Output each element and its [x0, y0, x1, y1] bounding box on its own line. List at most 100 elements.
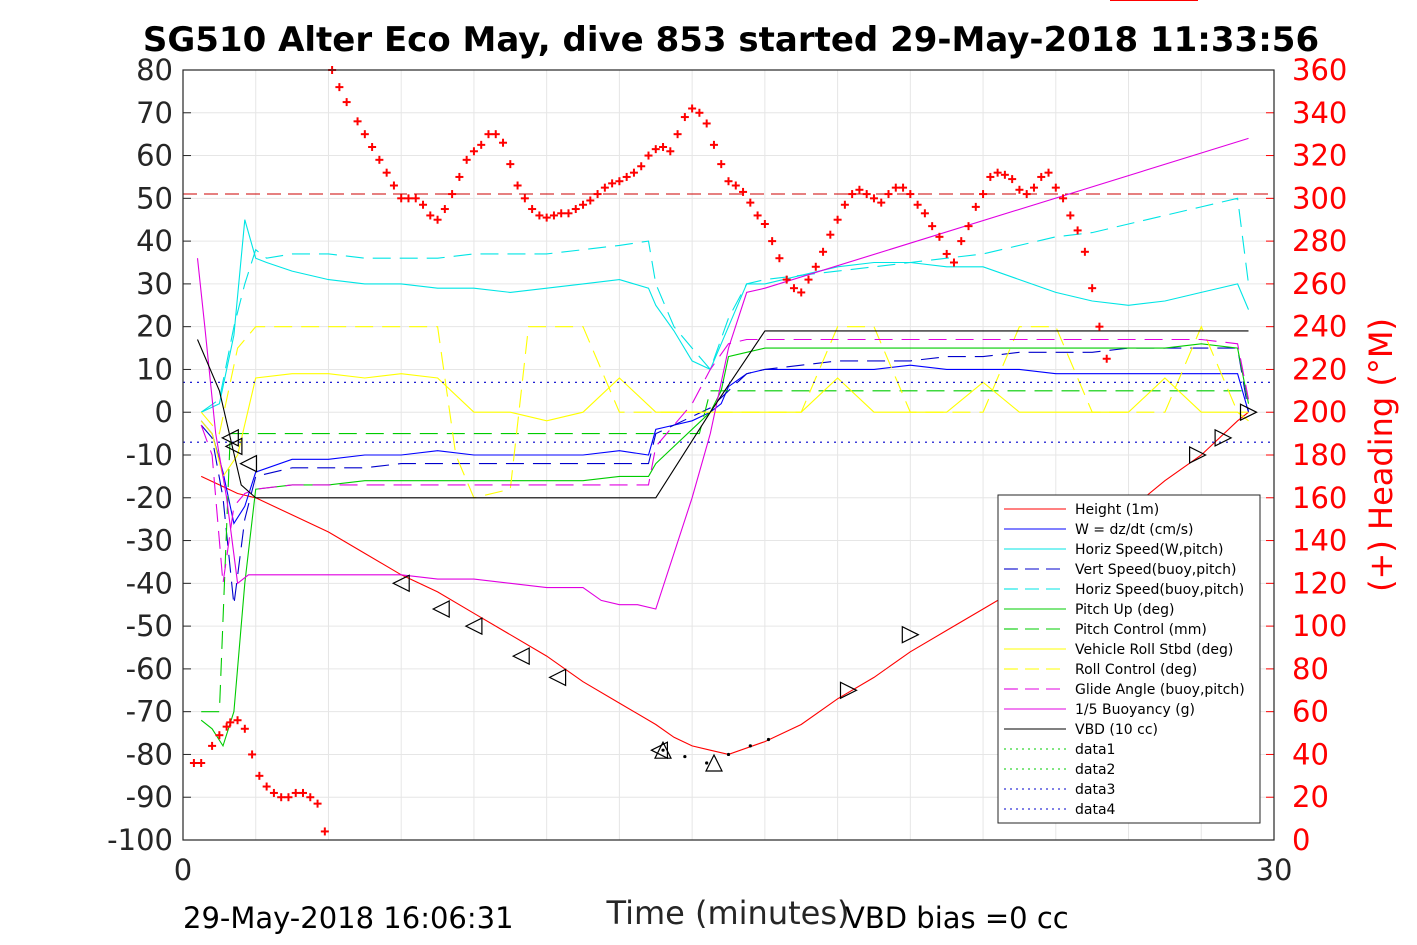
heading-point	[637, 162, 646, 171]
heading-point	[342, 98, 351, 107]
depth-marker	[1214, 428, 1233, 447]
heading-point	[935, 232, 944, 241]
heading-point	[593, 190, 602, 199]
x-axis-label: Time (minutes)	[606, 894, 850, 932]
heading-point	[695, 108, 704, 117]
heading-point	[760, 220, 769, 228]
heading-point	[320, 827, 329, 836]
heading-point	[811, 262, 820, 271]
heading-point	[891, 183, 900, 192]
tick-label-right: 340	[1292, 96, 1347, 130]
legend: Height (1m) W = dz/dt (cm/s) Horiz Speed(W…	[997, 494, 1261, 824]
x-axis: 0 30	[174, 853, 1293, 887]
heading-point	[608, 179, 617, 188]
heading-point	[389, 181, 398, 190]
heading-point	[615, 177, 624, 186]
heading-point	[957, 237, 966, 246]
depth-marker	[464, 617, 483, 636]
heading-point	[586, 196, 595, 205]
heading-point	[397, 194, 406, 203]
series-line-3	[200, 347, 1250, 605]
heading-point	[306, 793, 315, 802]
heading-point	[753, 211, 762, 220]
heading-point	[353, 117, 362, 126]
heading-point	[284, 793, 293, 802]
depth-marker	[654, 740, 672, 759]
tick-label-right: 60	[1292, 695, 1329, 729]
tick-label-left: 80	[136, 53, 173, 87]
heading-point	[673, 130, 682, 139]
footer-timestamp: 29-May-2018 16:06:31	[183, 901, 514, 935]
heading-point	[542, 213, 551, 222]
heading-point	[262, 782, 271, 791]
tick-label-right: 0	[1292, 823, 1310, 857]
heading-point	[360, 130, 369, 139]
heading-point	[448, 190, 457, 199]
heading-point	[869, 194, 878, 203]
tick-label-right: 120	[1292, 566, 1347, 600]
heading-point	[382, 168, 391, 177]
heading-point	[629, 168, 638, 177]
depth-dot	[748, 744, 752, 748]
heading-point	[469, 147, 478, 156]
series-line-1	[200, 364, 1250, 525]
heading-point	[964, 222, 973, 231]
heading-point	[404, 194, 413, 203]
heading-point	[269, 788, 278, 797]
heading-point	[1066, 211, 1075, 220]
heading-point	[535, 211, 544, 220]
heading-point	[659, 143, 668, 151]
axes-box	[182, 69, 1275, 841]
heading-point	[335, 83, 344, 92]
heading-point	[277, 793, 286, 802]
tick-label-right: 160	[1292, 481, 1347, 515]
heading-point	[862, 190, 871, 199]
heading-point	[775, 254, 784, 263]
heading-point	[979, 190, 988, 199]
tick-label-left: -70	[126, 695, 173, 729]
heading-point	[462, 155, 471, 164]
heading-point	[248, 750, 257, 759]
tick-label-left: -60	[126, 652, 173, 686]
heading-point	[1015, 185, 1024, 194]
depth-marker	[239, 454, 258, 473]
tick-label-left: -40	[126, 566, 173, 600]
heading-point	[855, 185, 864, 194]
tick-label-right: 140	[1292, 524, 1347, 558]
heading-point	[484, 130, 493, 139]
series-line-6	[201, 390, 1249, 713]
tick-label-right: 220	[1292, 352, 1347, 386]
heading-point	[506, 160, 515, 169]
depth-marker	[511, 647, 530, 666]
heading-point	[240, 724, 249, 733]
heading-point	[226, 718, 235, 727]
legend-label: W = dz/dt (cm/s)	[1075, 522, 1194, 538]
tick-label-right: 20	[1292, 780, 1329, 814]
tick-label-left: 70	[136, 96, 173, 130]
heading-point	[520, 194, 529, 203]
tick-label-right: 300	[1292, 181, 1347, 215]
tick-label-left: 30	[136, 267, 173, 301]
heading-point	[739, 187, 748, 196]
heading-point	[375, 155, 384, 164]
heading-point	[768, 237, 777, 246]
heading-point	[491, 130, 500, 139]
heading-point	[1029, 183, 1038, 192]
heading-point	[1037, 172, 1046, 181]
left-axis: 80 70 60 50 40 30 20 10 0 -10 -20 -30 -40 -50 -60 -70 -8…	[107, 53, 191, 857]
series-line-2	[200, 219, 1250, 413]
tick-label-x: 30	[1256, 853, 1293, 887]
heading-point	[255, 771, 264, 780]
heading-point	[1008, 175, 1017, 184]
heading-point	[1073, 226, 1082, 235]
depth-dot	[705, 761, 709, 765]
heading-point	[557, 209, 566, 218]
heading-point	[717, 160, 726, 169]
tick-label-left: 50	[136, 181, 173, 215]
heading-point	[840, 200, 849, 209]
heading-point	[949, 258, 958, 267]
depth-marker	[839, 681, 858, 700]
heading-point	[913, 200, 922, 209]
heading-point	[899, 183, 908, 192]
tick-label-right: 240	[1292, 310, 1347, 344]
